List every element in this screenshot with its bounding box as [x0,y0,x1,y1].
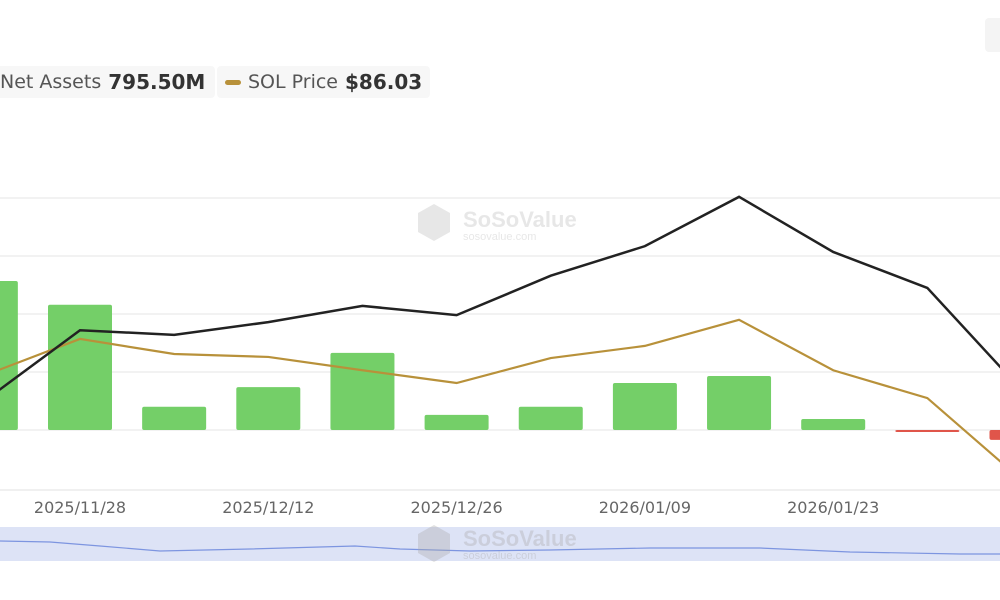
x-tick-label: 2025/12/12 [222,498,314,517]
bar-2025/12/19[interactable] [330,352,395,430]
watermark-url: sosovalue.com [463,550,536,562]
legend-label: Net Assets [0,71,102,93]
watermark-brand: SoSoValue [463,207,577,232]
navigator[interactable]: SoSoValue sosovalue.com [0,525,1000,562]
x-tick-label: 2025/11/28 [34,498,126,517]
watermark-logo-icon [418,525,450,562]
bar-2026/01/02[interactable] [518,406,583,430]
bar-2025/11/21[interactable] [0,280,18,430]
bar-2026/01/16[interactable] [707,376,772,430]
bar-2025/12/26[interactable] [424,414,489,430]
navigator-series-line [0,540,1000,555]
line-sol-price[interactable] [0,318,1000,480]
watermark-logo-icon [418,204,450,241]
bar-2026/01/23[interactable] [801,418,866,430]
bar-2025/12/05[interactable] [142,406,207,430]
legend-sol-price[interactable]: SOL Price $86.03 [217,66,431,98]
watermark-brand: SoSoValue [463,526,577,551]
x-tick-label: 2026/01/23 [787,498,879,517]
legend-value: $86.03 [345,70,423,94]
bar-2026/01/30[interactable] [895,430,960,432]
bar-2026/01/09[interactable] [612,383,677,430]
legend-net-assets[interactable]: Net Assets 795.50M [0,66,216,98]
watermark-url: sosovalue.com [463,231,536,243]
toolbar-button[interactable] [985,18,1000,52]
line-net-assets[interactable] [0,195,1000,400]
legend-label: SOL Price [248,71,338,93]
legend-value: 795.50M [108,70,206,94]
x-tick-label: 2025/12/26 [410,498,502,517]
x-tick-label: 2026/01/09 [599,498,691,517]
bar-2026/02/06[interactable] [989,430,1000,440]
watermark: SoSoValue sosovalue.com [418,204,577,243]
legend-line-icon [225,79,241,85]
bar-2025/11/28[interactable] [48,304,112,430]
bar-2025/12/12[interactable] [236,387,301,430]
navigator-background [0,527,1000,561]
